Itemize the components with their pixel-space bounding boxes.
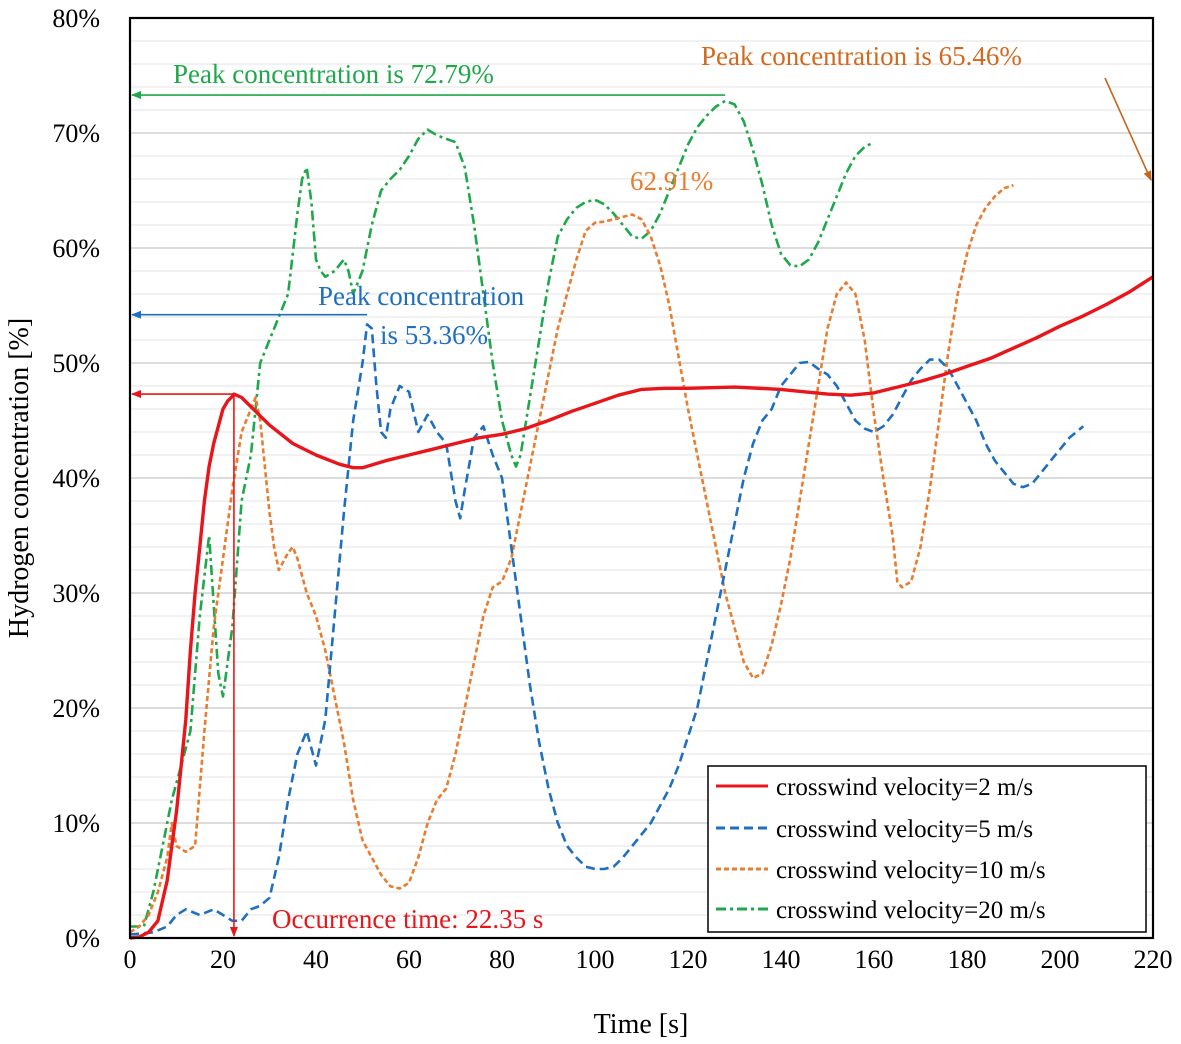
annotation-occurrence-time: Occurrence time: 22.35 s	[272, 904, 543, 934]
x-tick-label: 20	[210, 945, 236, 974]
y-tick-label: 40%	[52, 464, 100, 493]
series-line-10ms	[129, 183, 1014, 934]
y-tick-label: 20%	[52, 694, 100, 723]
y-axis-label: Hydrogen concentration [%]	[4, 318, 35, 638]
y-tick-label: 30%	[52, 579, 100, 608]
x-tick-label: 220	[1134, 945, 1173, 974]
x-axis-label: Time [s]	[594, 1009, 689, 1040]
legend: crosswind velocity=2 m/s crosswind veloc…	[707, 765, 1147, 933]
peak-arrow-10ms	[1104, 77, 1152, 182]
tick-labels: 0 20 40 60 80 100 120 140 160 180 200 220 0% 10% 20% 30…	[52, 4, 1172, 974]
x-tick-label: 80	[489, 945, 515, 974]
minor-gridlines	[130, 40, 1153, 916]
legend-label-5ms: crosswind velocity=5 m/s	[776, 816, 1033, 843]
legend-label-10ms: crosswind velocity=10 m/s	[776, 857, 1046, 884]
legend-label-2ms: crosswind velocity=2 m/s	[776, 774, 1033, 801]
x-tick-label: 160	[855, 945, 894, 974]
y-tick-label: 80%	[52, 4, 100, 33]
x-tick-label: 100	[576, 945, 615, 974]
x-tick-label: 60	[396, 945, 422, 974]
annotation-peak-10-global: Peak concentration is 65.46%	[701, 41, 1022, 71]
x-tick-label: 40	[303, 945, 329, 974]
series-line-2ms	[129, 275, 1154, 940]
y-tick-label: 10%	[52, 809, 100, 838]
annotation-peak-20: Peak concentration is 72.79%	[173, 59, 494, 89]
annotation-layer	[131, 77, 1152, 937]
y-tick-label: 60%	[52, 234, 100, 263]
legend-label-20ms: crosswind velocity=20 m/s	[776, 897, 1046, 924]
series-layer	[129, 99, 1154, 940]
x-tick-label: 140	[762, 945, 801, 974]
x-tick-label: 0	[124, 945, 137, 974]
annotation-peak-5-line2: is 53.36%	[380, 320, 488, 350]
y-tick-label: 50%	[52, 349, 100, 378]
series-line-5ms	[129, 323, 1085, 936]
legend-box	[707, 765, 1147, 933]
x-tick-label: 180	[948, 945, 987, 974]
major-gridlines	[130, 132, 1153, 824]
x-tick-label: 120	[669, 945, 708, 974]
annotation-peak-10-local: 62.91%	[630, 166, 713, 196]
y-tick-label: 0%	[65, 924, 100, 953]
x-tick-label: 200	[1041, 945, 1080, 974]
series-line-20ms	[130, 99, 875, 928]
annotation-peak-5-line1: Peak concentration	[318, 281, 525, 311]
y-tick-label: 70%	[52, 119, 100, 148]
plot-frame	[128, 16, 1155, 940]
